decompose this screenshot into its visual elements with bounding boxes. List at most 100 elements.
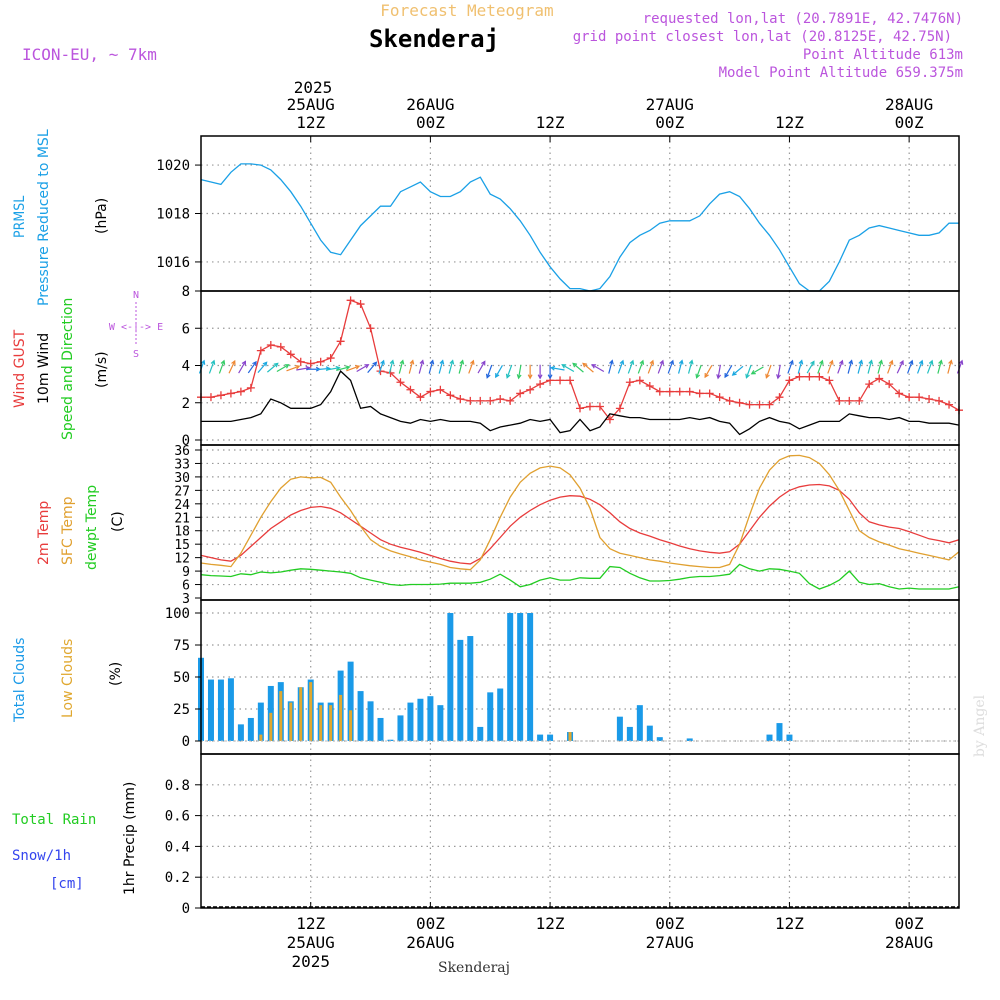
- wind-arrow-shaft: [551, 367, 565, 371]
- precip-tick-label: 0: [182, 901, 190, 917]
- wind-arrow-head: [629, 359, 635, 365]
- wind-arrow-shaft: [657, 360, 664, 374]
- precip-tick-label: 0.8: [165, 778, 190, 794]
- gust-marker: [256, 346, 265, 355]
- bottom-time-label: 00Z: [895, 914, 924, 933]
- gust-marker: [835, 396, 844, 405]
- gust-marker: [925, 395, 934, 404]
- wind-arrow-shaft: [806, 361, 815, 374]
- bottom-date-label: 28AUG: [885, 933, 933, 952]
- wind-arrow-shaft: [696, 364, 702, 378]
- wind-arrow-head: [389, 359, 395, 365]
- total-cloud-bar: [437, 705, 444, 741]
- wind-arrow-shaft: [378, 360, 385, 374]
- wind-arrow: [428, 359, 435, 374]
- pressure-ylabel: PRMSL Pressure Reduced to MSL (hPa): [12, 129, 110, 306]
- wind-arrow: [356, 364, 370, 372]
- gust-marker: [775, 393, 784, 402]
- wind-arrow-head: [495, 373, 500, 379]
- wind-arrow: [591, 364, 605, 372]
- wind-ylabel: Wind GUST 10m Wind Speed and Direction (…: [12, 290, 163, 440]
- wind-arrow-head: [908, 359, 914, 365]
- precip-tick-label: 0.6: [165, 809, 190, 825]
- wind-arrow-head: [724, 373, 729, 379]
- gust-marker: [765, 400, 774, 409]
- wind-arrow-head: [619, 359, 625, 365]
- temperature-tick-label: 24: [174, 498, 190, 513]
- wind-arrow-head: [789, 359, 794, 365]
- pressure-reduced-label: Pressure Reduced to MSL: [36, 129, 52, 306]
- wind-arrow: [907, 359, 914, 374]
- wind-arrow: [367, 361, 378, 374]
- wind-arrow-shaft: [732, 365, 744, 376]
- total-cloud-bar: [477, 726, 484, 741]
- gust-marker: [685, 387, 694, 396]
- bottom-time-label: 00Z: [655, 914, 684, 933]
- grid-layer: [201, 136, 959, 908]
- wind-arrow: [887, 359, 894, 374]
- gust-marker: [705, 389, 714, 398]
- wind-arrow-shaft: [765, 364, 772, 378]
- wind-arrow-head: [958, 359, 964, 365]
- wind-arrow: [516, 364, 522, 380]
- wind-10m-label: 10m Wind: [36, 333, 52, 404]
- total-cloud-bar: [646, 725, 653, 741]
- wind-arrow-head: [750, 369, 756, 375]
- wind-arrow-head: [505, 373, 511, 379]
- gust-marker: [266, 341, 275, 350]
- wind-arrow-head: [210, 359, 216, 365]
- total-cloud-bar: [407, 702, 414, 741]
- wind-arrow-shaft: [495, 365, 503, 378]
- temperature-frame: [200, 444, 960, 601]
- clouds-tick-label: 50: [173, 670, 190, 686]
- total-cloud-bar: [766, 734, 773, 741]
- total-cloud-bar: [616, 716, 623, 741]
- wind-arrow: [228, 359, 236, 374]
- total-cloud-bar: [517, 613, 524, 741]
- gust-marker: [316, 357, 325, 366]
- meteogram-subtitle: Forecast Meteogram: [380, 1, 553, 20]
- total-cloud-bar: [227, 678, 234, 741]
- wind-arrow-shaft: [257, 361, 268, 374]
- wind-speed-dir-label: Speed and Direction: [60, 298, 76, 440]
- gust-marker: [276, 342, 285, 351]
- wind-arrow-shaft: [326, 367, 340, 371]
- temperature-tick-label: 3: [182, 592, 190, 607]
- top-time-label: 00Z: [416, 113, 445, 132]
- gust-marker: [585, 402, 594, 411]
- wind-arrow-head: [928, 359, 934, 365]
- wind-arrow-shaft: [608, 360, 613, 374]
- wind-arrow-head: [231, 359, 236, 366]
- wind-arrow-head: [938, 359, 943, 365]
- point-altitude: Point Altitude 613m: [803, 47, 963, 63]
- wind-arrow-shaft: [418, 360, 424, 374]
- top-time-label: 12Z: [296, 113, 325, 132]
- gust-marker: [615, 404, 624, 413]
- low-clouds-label: Low Clouds: [60, 639, 76, 718]
- wind-arrow-head: [380, 359, 385, 365]
- wind-arrow-head: [649, 359, 655, 365]
- bottom-time-label: 12Z: [775, 914, 804, 933]
- total-clouds-label: Total Clouds: [12, 638, 28, 723]
- clouds-tick-label: 25: [173, 702, 190, 718]
- low-cloud-bar: [279, 691, 283, 741]
- top-time-label: 12Z: [775, 113, 804, 132]
- wind-arrow-head: [858, 359, 864, 365]
- wind-tick-label: 4: [182, 359, 190, 375]
- gust-marker: [436, 385, 445, 394]
- wind-arrow-shaft: [745, 364, 752, 378]
- gust-marker: [566, 376, 575, 385]
- gust-marker: [945, 400, 954, 409]
- low-cloud-bar: [309, 682, 313, 741]
- wind-arrow-shaft: [704, 365, 713, 378]
- wind-arrow: [704, 365, 713, 379]
- wind-arrow-shaft: [458, 360, 464, 374]
- wind-arrow-shaft: [751, 366, 764, 375]
- wind-arrow-head: [899, 359, 904, 366]
- wind-arrow: [388, 359, 395, 374]
- station-title: Skenderaj: [369, 25, 499, 53]
- model-altitude: Model Point Altitude 659.375m: [719, 65, 963, 81]
- wind-arrow-shaft: [717, 364, 722, 379]
- wind-arrow-head: [678, 359, 684, 365]
- wind-arrow: [527, 364, 533, 380]
